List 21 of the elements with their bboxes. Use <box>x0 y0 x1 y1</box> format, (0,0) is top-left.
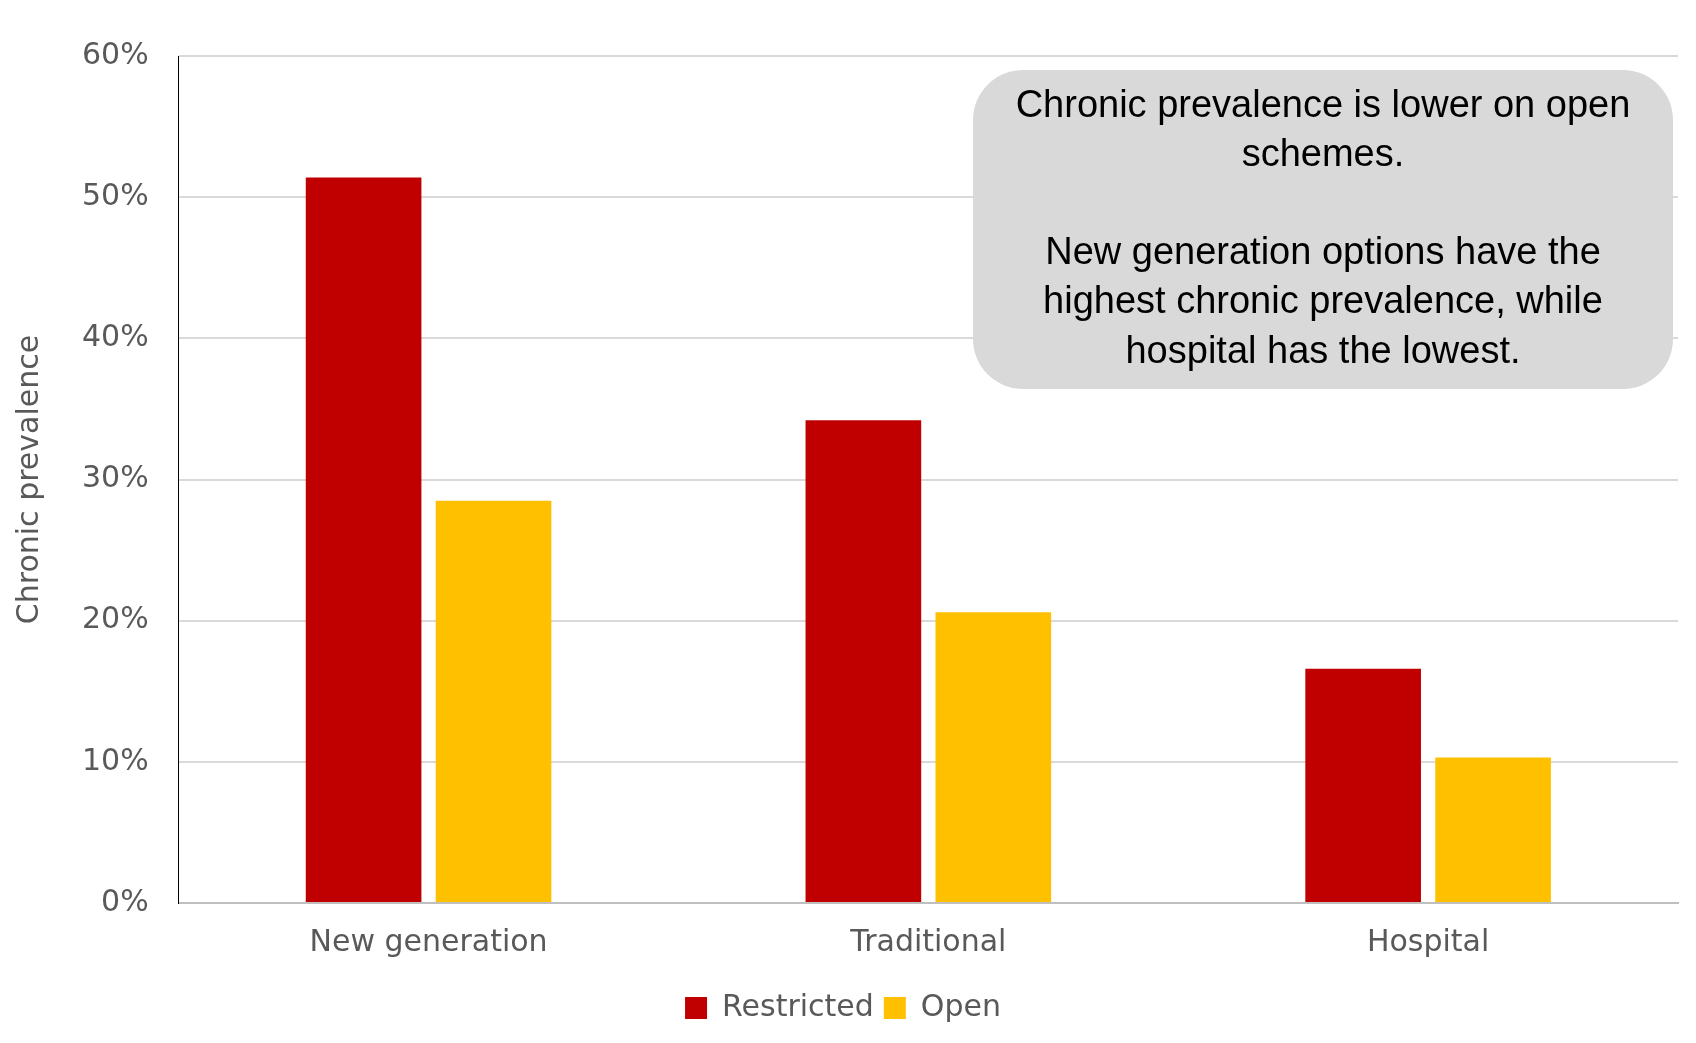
y-tick-label: 30% <box>81 459 149 495</box>
legend-label: Open <box>920 987 1001 1023</box>
bar <box>805 420 922 902</box>
x-tick-label: Traditional <box>849 922 1007 958</box>
y-tick-label: 40% <box>81 318 149 354</box>
bar <box>1305 668 1421 902</box>
y-tick-label: 50% <box>81 176 149 212</box>
annotation: New generation options have the highest chronic prevalence, while hospital has the lowest. <box>1042 228 1604 373</box>
y-tick-label: 20% <box>81 600 149 636</box>
bar <box>935 612 1052 902</box>
x-tick-label: Hospital <box>1366 922 1490 958</box>
y-tick-label: 10% <box>81 741 149 777</box>
y-axis-title: Chronic prevalence <box>9 334 45 625</box>
bar <box>435 500 552 902</box>
bar <box>1435 757 1551 902</box>
y-tick-label: 60% <box>81 35 149 71</box>
y-tick-label: 0% <box>101 882 149 918</box>
annotation: Chronic prevalence is lower on open schemes. <box>1014 82 1632 177</box>
x-tick-label: New generation <box>309 922 548 958</box>
bar <box>305 177 422 902</box>
legend-label: Restricted <box>722 987 874 1023</box>
